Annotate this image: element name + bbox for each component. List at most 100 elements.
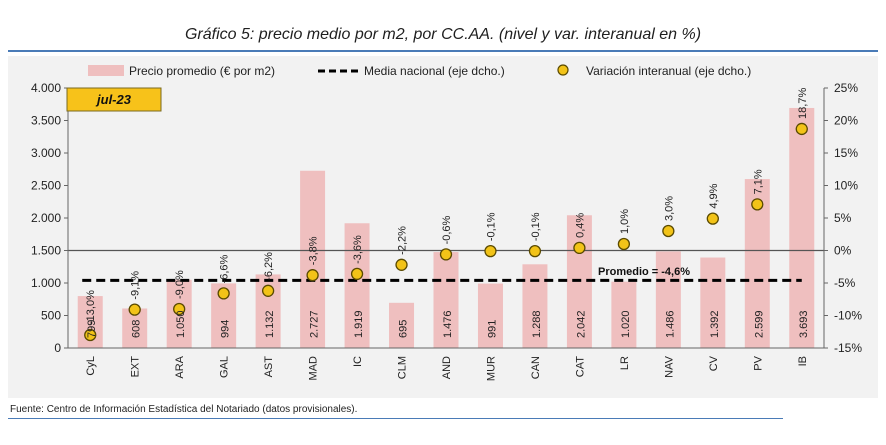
variation-point	[217, 287, 230, 300]
variation-point	[395, 258, 408, 271]
bar-value-label: 1.132	[264, 310, 276, 338]
axes: 0 500 1.000 1.500 2.000 2.500 3.000 3.500 4.000 -…	[31, 81, 862, 355]
bar	[700, 257, 726, 348]
variation-point	[617, 237, 631, 251]
variation-label: 7,1%	[752, 169, 764, 194]
source-note: Fuente: Centro de Información Estadístic…	[10, 404, 358, 415]
bar-value-label: 1.020	[620, 310, 632, 338]
bar-value-label: 1.919	[353, 310, 365, 338]
variation-label: -3,8%	[308, 236, 320, 265]
variation-label: -0,1%	[485, 212, 497, 241]
variation-point	[261, 284, 275, 297]
variation-point	[795, 122, 808, 136]
variation-label: 18,7%	[797, 88, 809, 119]
bar	[300, 170, 326, 348]
variation-point	[484, 244, 497, 258]
dot-series	[84, 122, 808, 342]
x-tick-label: AND	[441, 356, 453, 379]
variation-point	[662, 224, 675, 238]
x-tick-labels: CyL EXT ARA GAL AST MAD IC CLM AND MUR CAN CAT LR NAV…	[85, 355, 809, 381]
y-right-tick-label: -10%	[834, 309, 862, 323]
y-right-tick-label: 5%	[834, 211, 852, 225]
x-tick-label: CAN	[530, 356, 542, 379]
bar	[433, 252, 459, 348]
legend-average-label: Media nacional (eje dcho.)	[364, 64, 505, 78]
legend-bar-label: Precio promedio (€ por m2)	[129, 64, 275, 78]
bar-value-label: 608	[131, 320, 143, 338]
y-right-tick-label: 20%	[834, 114, 858, 128]
bar-value-label: 1.288	[531, 310, 543, 338]
y-left-tick-label: 4.000	[31, 81, 61, 95]
bar-value-label: 994	[220, 320, 232, 338]
y-right-tick-label: -5%	[834, 276, 856, 290]
variation-label: -0,1%	[530, 212, 542, 241]
bar-value-label: 695	[398, 320, 410, 338]
variation-point	[128, 303, 141, 316]
y-left-tick-label: 1.500	[31, 244, 61, 258]
x-tick-label: IC	[352, 356, 364, 367]
y-left-tick-label: 0	[54, 341, 61, 355]
variation-label: -3,6%	[352, 235, 364, 264]
bar-value-label: 2.042	[575, 310, 587, 338]
variation-label: -6,6%	[219, 254, 231, 283]
source-divider	[8, 418, 783, 419]
title-divider	[8, 50, 878, 52]
bar-value-label: 1.486	[664, 310, 676, 338]
variation-label: 1,0%	[619, 209, 631, 234]
bar-value-label: 2.599	[753, 310, 765, 338]
variation-point	[573, 241, 586, 255]
x-tick-label: MUR	[485, 356, 497, 381]
y-left-tick-label: 3.500	[31, 114, 61, 128]
variation-point	[306, 269, 319, 282]
bar-value-label: 1.476	[442, 310, 454, 338]
dot-value-labels: -13,0% -9,1% -9,0% -6,6% -6,2% -3,8% -3,6% -2,2…	[85, 88, 809, 325]
x-tick-label: GAL	[219, 356, 231, 378]
variation-point	[706, 212, 719, 225]
x-tick-label: AST	[263, 356, 275, 378]
x-tick-label: LR	[619, 356, 631, 370]
y-left-tick-label: 3.000	[31, 146, 61, 160]
variation-point	[439, 248, 453, 261]
x-tick-label: PV	[752, 355, 764, 370]
period-badge-label: jul-23	[95, 92, 132, 107]
bar	[611, 281, 637, 348]
variation-point	[350, 267, 364, 281]
x-tick-label: CyL	[85, 356, 97, 376]
variation-label: -9,0%	[174, 270, 186, 299]
x-tick-label: ARA	[174, 355, 186, 378]
bar	[655, 251, 681, 348]
bar	[477, 283, 503, 348]
x-tick-label: NAV	[663, 355, 675, 377]
legend-dot-label: Variación interanual (eje dcho.)	[586, 64, 751, 78]
period-badge-box	[66, 87, 162, 112]
variation-point	[84, 328, 97, 342]
bar-value-label: 3.693	[798, 310, 810, 338]
y-right-tick-label: 25%	[834, 81, 858, 95]
variation-point	[751, 198, 764, 211]
y-left-tick-label: 1.000	[31, 276, 61, 290]
variation-label: -13,0%	[85, 290, 97, 325]
y-left-tick-label: 2.500	[31, 179, 61, 193]
variation-point	[173, 302, 186, 316]
variation-label: 4,9%	[708, 183, 720, 208]
legend-dot-swatch	[557, 64, 569, 76]
variation-label: 0,4%	[574, 213, 586, 238]
bar	[344, 223, 370, 348]
average-annotation: Promedio = -4,6%	[598, 266, 690, 278]
bar	[522, 264, 548, 348]
legend: Precio promedio (€ por m2) Media nacional…	[88, 64, 751, 78]
bar-value-label: 799	[86, 320, 98, 338]
period-badge: jul-23	[66, 87, 162, 112]
x-tick-label: MAD	[308, 356, 320, 381]
bar-value-labels: 799 608 1.050 994 1.132 2.727 1.919 695 1.476 991…	[86, 310, 810, 338]
y-right-tick-label: 0%	[834, 244, 852, 258]
x-tick-label: IB	[797, 356, 809, 366]
chart-title: Gráfico 5: precio medio por m2, por CC.A…	[184, 26, 702, 43]
bar-value-label: 991	[486, 320, 498, 338]
legend-bar-swatch	[88, 65, 124, 76]
y-left-tick-label: 500	[41, 309, 61, 323]
bar	[789, 107, 815, 348]
variation-label: -2,2%	[397, 226, 409, 255]
variation-label: -0,6%	[441, 215, 453, 244]
